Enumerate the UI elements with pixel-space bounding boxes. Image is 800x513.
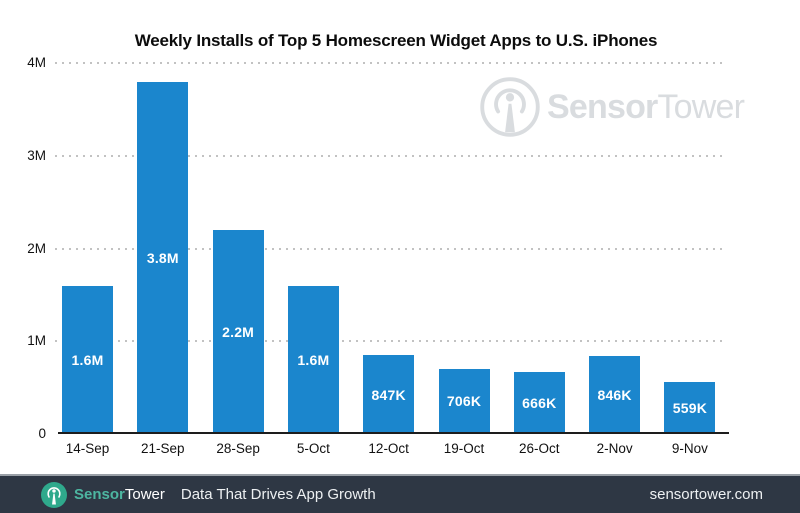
bar: 1.6M	[287, 285, 339, 434]
y-axis-tick-label: 0	[38, 426, 46, 441]
x-axis-tick-label: 2-Nov	[596, 441, 633, 456]
sensortower-footer-logo-icon	[41, 481, 67, 508]
bar-value-label: 847K	[371, 386, 406, 403]
bar-value-label: 1.6M	[71, 351, 104, 368]
x-axis-line	[58, 432, 729, 434]
bar: 846K	[589, 355, 641, 434]
gridline	[55, 247, 726, 250]
bar: 706K	[438, 368, 490, 434]
footer-brand-text: SensorTower	[74, 486, 165, 503]
chart-title: Weekly Installs of Top 5 Homescreen Widg…	[134, 31, 658, 50]
footer-bar: SensorTower Data That Drives App Growth …	[0, 474, 800, 513]
footer-brand-light: Tower	[124, 486, 165, 503]
x-axis-tick-label: 9-Nov	[671, 441, 708, 456]
bar-value-label: 3.8M	[146, 249, 179, 266]
x-axis-tick-label: 19-Oct	[443, 441, 485, 456]
gridline	[55, 340, 726, 343]
bar-value-label: 846K	[597, 386, 632, 403]
bar-value-label: 1.6M	[297, 351, 330, 368]
x-axis-tick-label: 14-Sep	[65, 441, 110, 456]
bar-value-label: 559K	[672, 400, 708, 417]
bar: 2.2M	[212, 229, 264, 434]
gridline	[55, 154, 726, 157]
gridline	[55, 62, 726, 64]
x-axis-tick-label: 26-Oct	[519, 441, 560, 456]
bar-value-label: 706K	[446, 393, 482, 410]
bar-value-label: 2.2M	[222, 323, 255, 340]
bar: 847K	[363, 355, 415, 434]
bar-value-label: 666K	[522, 395, 557, 412]
bar: 666K	[513, 372, 565, 434]
y-axis-tick-label: 4M	[27, 55, 46, 70]
y-axis-tick-label: 3M	[27, 147, 46, 163]
bar: 1.6M	[62, 285, 113, 434]
y-axis-tick-label: 2M	[27, 240, 46, 256]
plot-area: 1.6M 3.8M 2.2M 1.6M 847K 706K 666K 846K 559K	[55, 62, 729, 434]
y-axis-tick-label: 1M	[27, 333, 46, 349]
footer-tagline: Data That Drives App Growth	[180, 486, 376, 503]
x-axis-tick-label: 28-Sep	[216, 441, 260, 456]
footer-brand-bold: Sensor	[74, 486, 125, 503]
footer-website-link[interactable]: sensortower.com	[649, 486, 763, 503]
x-axis-tick-label: 21-Sep	[141, 441, 185, 456]
bar: 3.8M	[137, 81, 189, 434]
bar: 559K	[664, 382, 716, 434]
x-axis-tick-label: 5-Oct	[296, 441, 330, 456]
x-axis-tick-label: 12-Oct	[368, 441, 409, 456]
